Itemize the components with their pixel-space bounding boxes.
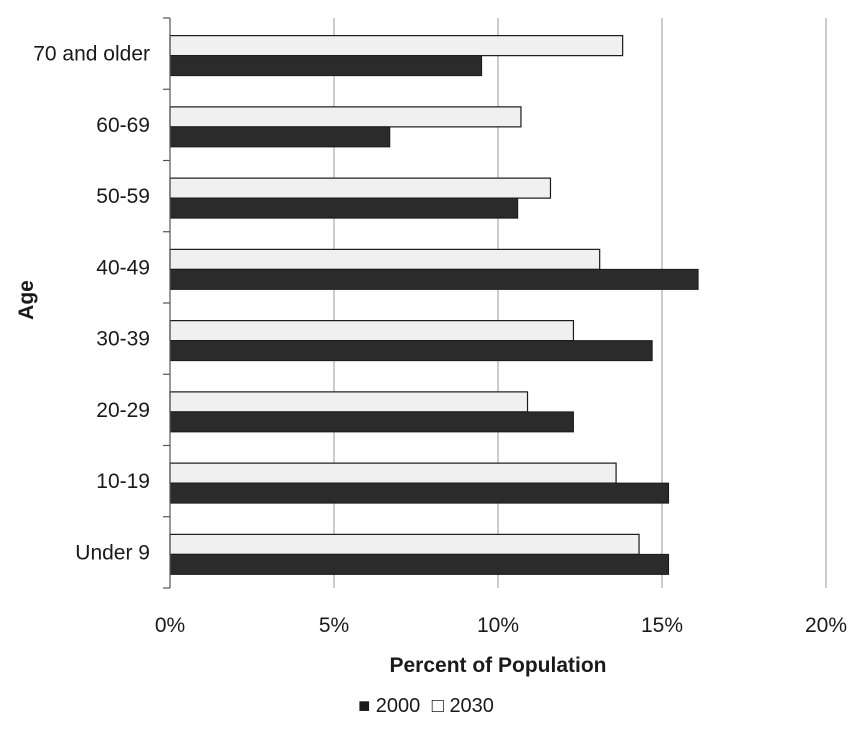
legend-row: ■ 2000 □ 2030 [358, 695, 494, 717]
axes [163, 17, 171, 589]
legend-marker-2000: ■ [358, 695, 370, 717]
bar-2030-6 [169, 462, 617, 484]
bar-2030-4 [169, 320, 575, 342]
x-tick-label-3: 15% [641, 614, 683, 637]
bars [169, 35, 699, 575]
bar-2030-2 [169, 177, 552, 199]
legend-label-2030: 2030 [449, 695, 494, 717]
category-label-1: 60-69 [96, 114, 150, 137]
category-label-5: 20-29 [96, 399, 150, 422]
bar-2000-7 [169, 553, 670, 575]
bar-2030-1 [169, 106, 522, 128]
legend: ■ 2000 □ 2030 [358, 695, 494, 717]
legend-label-2000: 2000 [376, 695, 421, 717]
bar-2030-7 [169, 533, 640, 555]
bar-2000-3 [169, 268, 699, 290]
category-label-6: 10-19 [96, 470, 150, 493]
category-label-4: 30-39 [96, 328, 150, 351]
y-axis-title: Age [15, 280, 38, 320]
bar-2030-0 [169, 35, 624, 57]
bar-2030-5 [169, 391, 529, 413]
category-label-3: 40-49 [96, 256, 150, 279]
x-axis-title: Percent of Population [389, 654, 606, 677]
category-label-2: 50-59 [96, 185, 150, 208]
category-labels: 70 and older 60-69 50-59 40-49 30-39 20-29 10-… [33, 43, 150, 565]
x-tick-label-2: 10% [477, 614, 519, 637]
bar-2000-1 [169, 126, 391, 148]
bar-2000-4 [169, 340, 653, 362]
x-tick-label-4: 20% [805, 614, 847, 637]
bar-2000-0 [169, 55, 483, 77]
bar-2000-2 [169, 197, 519, 219]
category-label-0: 70 and older [33, 43, 150, 66]
legend-marker-2030: □ [432, 695, 444, 717]
x-tick-label-1: 5% [319, 614, 349, 637]
x-tick-label-0: 0% [155, 614, 185, 637]
bar-2030-3 [169, 248, 601, 270]
bar-2000-6 [169, 482, 670, 504]
tick-labels: 0% 5% 10% 15% 20% [155, 614, 847, 637]
bar-2000-5 [169, 411, 574, 433]
category-label-7: Under 9 [75, 541, 150, 564]
